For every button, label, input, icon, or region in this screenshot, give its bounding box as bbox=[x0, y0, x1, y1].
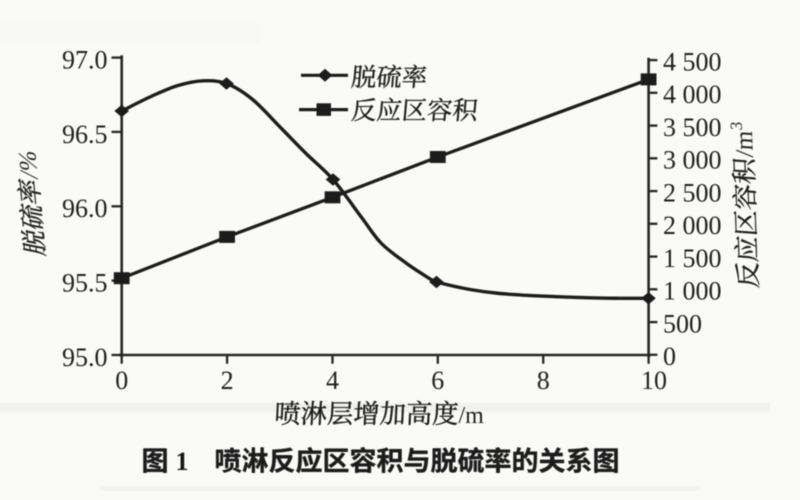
svg-text:6: 6 bbox=[431, 366, 444, 395]
svg-text:1 000: 1 000 bbox=[663, 277, 722, 306]
svg-text:10: 10 bbox=[641, 366, 667, 395]
svg-text:96.5: 96.5 bbox=[62, 120, 108, 149]
svg-text:4: 4 bbox=[326, 366, 339, 395]
svg-text:1 500: 1 500 bbox=[663, 244, 722, 273]
svg-text:/m: /m bbox=[459, 403, 485, 429]
svg-text:8: 8 bbox=[537, 366, 550, 395]
svg-text:1: 1 bbox=[176, 447, 189, 476]
svg-text:97.0: 97.0 bbox=[62, 46, 108, 75]
svg-text:4 000: 4 000 bbox=[663, 80, 722, 109]
svg-text:95.0: 95.0 bbox=[62, 343, 108, 372]
svg-text:500: 500 bbox=[663, 310, 702, 339]
svg-text:0: 0 bbox=[663, 342, 676, 371]
svg-text:2: 2 bbox=[221, 366, 234, 395]
svg-text:3 500: 3 500 bbox=[663, 113, 722, 142]
svg-text:2 000: 2 000 bbox=[663, 211, 722, 240]
svg-text:96.0: 96.0 bbox=[62, 194, 108, 223]
svg-text:4 500: 4 500 bbox=[663, 48, 722, 77]
svg-text:2 500: 2 500 bbox=[663, 179, 722, 208]
svg-text:3 000: 3 000 bbox=[663, 146, 722, 175]
svg-text:95.5: 95.5 bbox=[62, 269, 108, 298]
svg-text:0: 0 bbox=[115, 366, 128, 395]
svg-text:/%: /% bbox=[12, 148, 43, 181]
